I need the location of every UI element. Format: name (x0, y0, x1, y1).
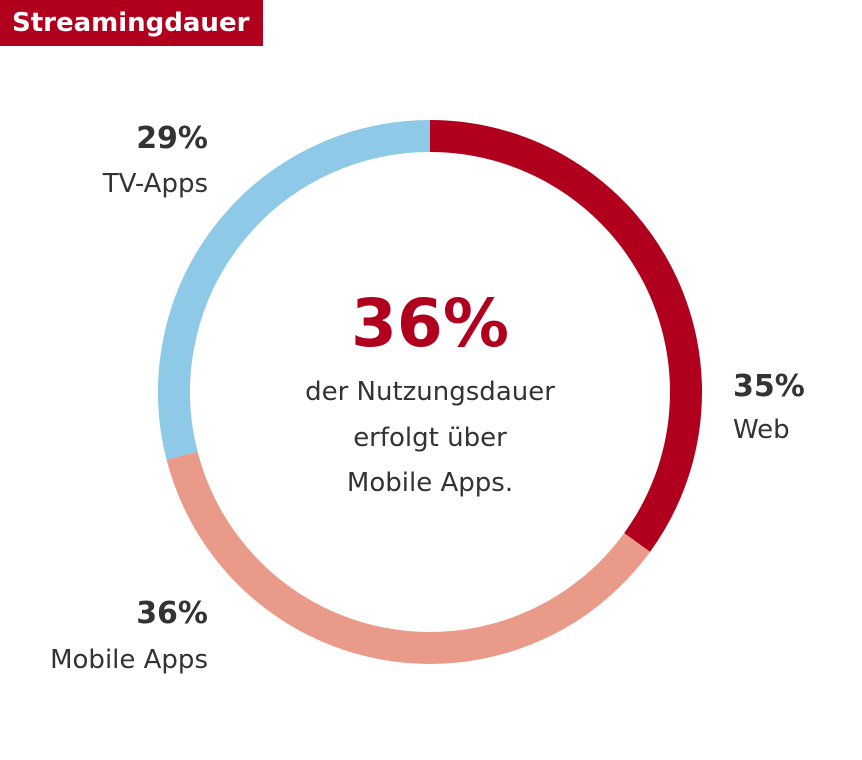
segment-value-label: 29% (136, 121, 208, 156)
segment-labels: 35% Web 36% Mobile Apps 29% TV-Apps (50, 121, 805, 675)
segment-category-label: TV-Apps (102, 169, 208, 199)
center-value: 36% (351, 285, 509, 362)
donut-segment-web (429, 120, 702, 552)
center-line-1: der Nutzungsdauer (305, 377, 555, 407)
segment-value-label: 35% (733, 369, 805, 404)
segment-category-label: Web (733, 415, 790, 445)
center-line-2: erfolgt über (353, 423, 507, 453)
segment-value-label: 36% (136, 596, 208, 631)
center-line-3: Mobile Apps. (347, 468, 513, 498)
chart-title: Streamingdauer (0, 0, 264, 46)
segment-category-label: Mobile Apps (50, 645, 208, 675)
center-summary: 36% der Nutzungsdauer erfolgt über Mobil… (305, 285, 555, 498)
donut-segment-tv-apps (158, 120, 431, 460)
donut-segment-mobile-apps (166, 451, 651, 664)
donut-segments (158, 120, 702, 664)
